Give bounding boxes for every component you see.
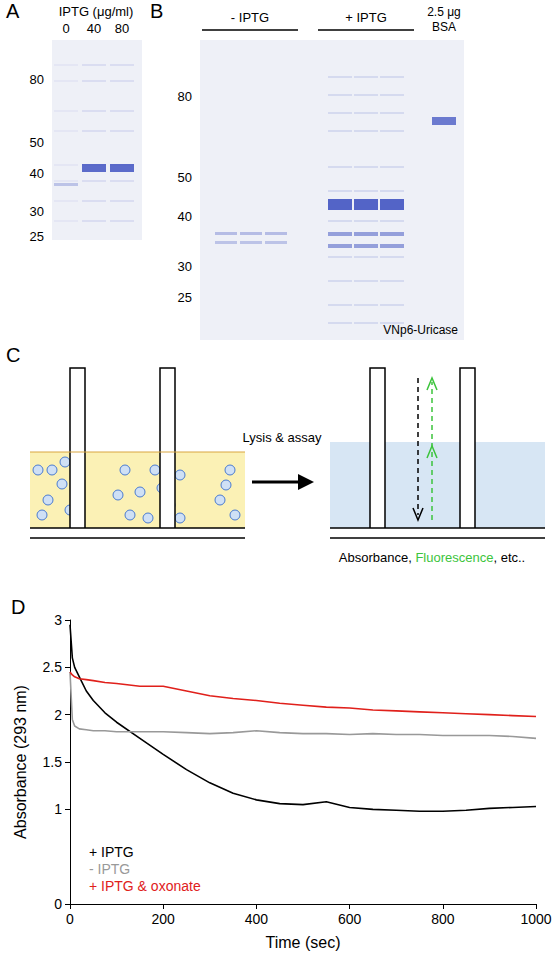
svg-text:B: B xyxy=(150,0,163,22)
svg-text:80: 80 xyxy=(30,72,44,87)
svg-text:0: 0 xyxy=(54,896,62,912)
svg-text:80: 80 xyxy=(178,89,192,104)
svg-text:25: 25 xyxy=(30,229,44,244)
svg-text:- IPTG: - IPTG xyxy=(231,10,269,25)
svg-text:Lysis & assay: Lysis & assay xyxy=(243,430,322,445)
svg-text:Time (sec): Time (sec) xyxy=(266,934,341,951)
svg-text:C: C xyxy=(6,344,20,366)
svg-text:A: A xyxy=(6,0,20,22)
svg-text:30: 30 xyxy=(178,259,192,274)
svg-text:25: 25 xyxy=(178,290,192,305)
svg-text:400: 400 xyxy=(245,911,269,927)
svg-text:1000: 1000 xyxy=(520,911,551,927)
svg-text:BSA: BSA xyxy=(432,20,456,34)
svg-text:IPTG (μg/ml): IPTG (μg/ml) xyxy=(59,4,134,19)
svg-text:1: 1 xyxy=(54,801,62,817)
svg-text:1.5: 1.5 xyxy=(43,754,63,770)
svg-text:D: D xyxy=(11,596,25,618)
svg-text:0: 0 xyxy=(66,911,74,927)
svg-text:- IPTG: - IPTG xyxy=(89,861,130,877)
svg-text:VNp6-Uricase: VNp6-Uricase xyxy=(383,323,458,337)
svg-text:Absorbance (293 nm): Absorbance (293 nm) xyxy=(12,685,29,839)
svg-text:800: 800 xyxy=(431,911,455,927)
svg-text:40: 40 xyxy=(87,21,101,36)
svg-text:2.5 μg: 2.5 μg xyxy=(427,5,461,19)
svg-text:Absorbance, Fluorescence, etc.: Absorbance, Fluorescence, etc.. xyxy=(339,550,525,565)
svg-text:50: 50 xyxy=(30,135,44,150)
svg-text:40: 40 xyxy=(30,166,44,181)
svg-text:200: 200 xyxy=(152,911,176,927)
svg-text:40: 40 xyxy=(178,209,192,224)
svg-text:+ IPTG: + IPTG xyxy=(345,10,387,25)
svg-text:2: 2 xyxy=(54,707,62,723)
svg-text:+ IPTG & oxonate: + IPTG & oxonate xyxy=(89,878,201,894)
svg-text:600: 600 xyxy=(338,911,362,927)
svg-text:50: 50 xyxy=(178,170,192,185)
svg-text:2.5: 2.5 xyxy=(43,659,63,675)
svg-text:0: 0 xyxy=(62,21,69,36)
svg-text:80: 80 xyxy=(115,21,129,36)
svg-text:3: 3 xyxy=(54,612,62,628)
svg-text:30: 30 xyxy=(30,204,44,219)
svg-text:+ IPTG: + IPTG xyxy=(89,844,134,860)
